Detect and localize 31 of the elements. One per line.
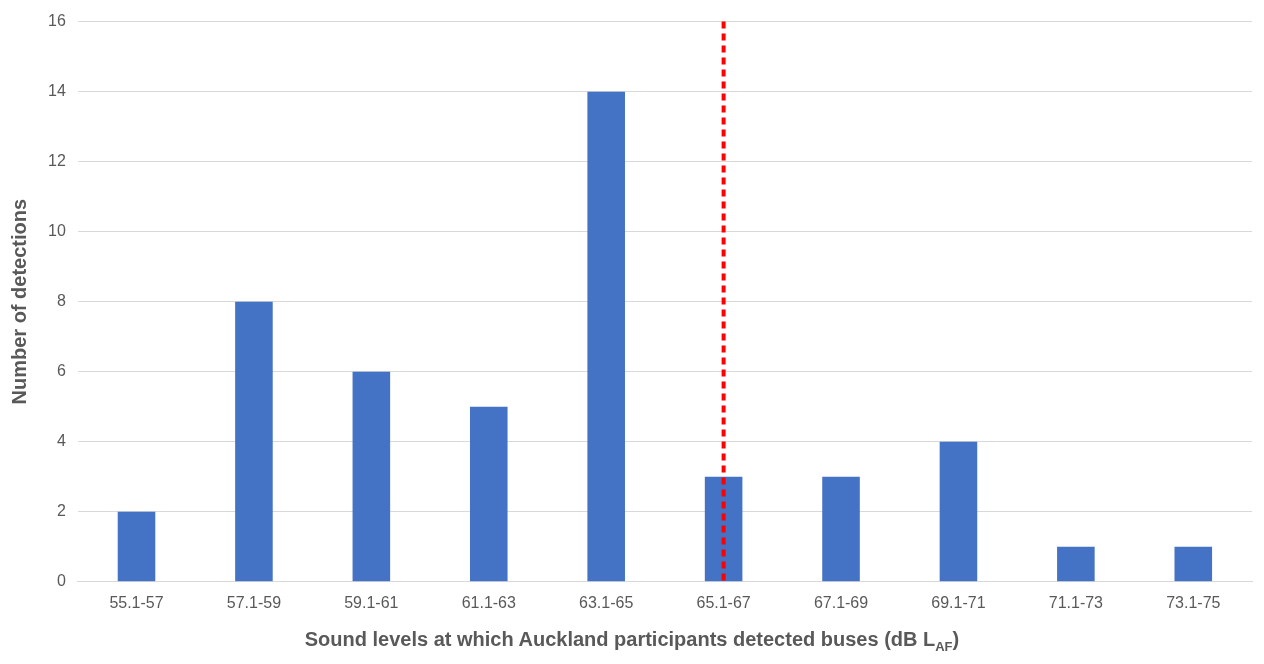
x-tick-label: 57.1-59: [226, 593, 282, 611]
y-tick-label: 12: [48, 152, 66, 170]
y-tick-label: 16: [48, 12, 66, 30]
y-tick-label: 2: [56, 502, 66, 520]
x-tick-label: 67.1-69: [813, 593, 869, 611]
y-axis-title: Number of detections: [7, 198, 30, 405]
bar: [704, 476, 743, 582]
bar: [469, 406, 508, 582]
bar: [587, 91, 625, 582]
x-tick-label: 59.1-61: [344, 593, 399, 611]
x-axis-title: Sound levels at which Auckland participants detected buses (dB L$_{AF}$): [303, 628, 961, 654]
bar: [352, 371, 391, 582]
x-tick-label: 61.1-63: [461, 593, 516, 611]
x-tick-label: 71.1-73: [1048, 593, 1104, 611]
bar: [235, 301, 273, 582]
bar: [822, 476, 860, 582]
y-tick-label: 14: [48, 82, 66, 100]
x-tick-label: 63.1-65: [579, 593, 634, 611]
x-tick-label: 73.1-75: [1166, 593, 1221, 611]
y-tick-label: 0: [56, 572, 66, 590]
x-tick-label: 55.1-57: [109, 593, 164, 611]
y-tick-label: 4: [56, 432, 66, 450]
y-tick-label: 8: [56, 292, 66, 310]
y-tick-label: 6: [56, 362, 66, 380]
bar: [1057, 546, 1095, 582]
x-tick-label: 65.1-67: [696, 593, 751, 611]
bar: [1174, 546, 1213, 582]
bar: [117, 511, 156, 582]
bar: [939, 441, 978, 582]
x-tick-label: 69.1-71: [931, 593, 986, 611]
y-tick-label: 10: [48, 222, 66, 240]
